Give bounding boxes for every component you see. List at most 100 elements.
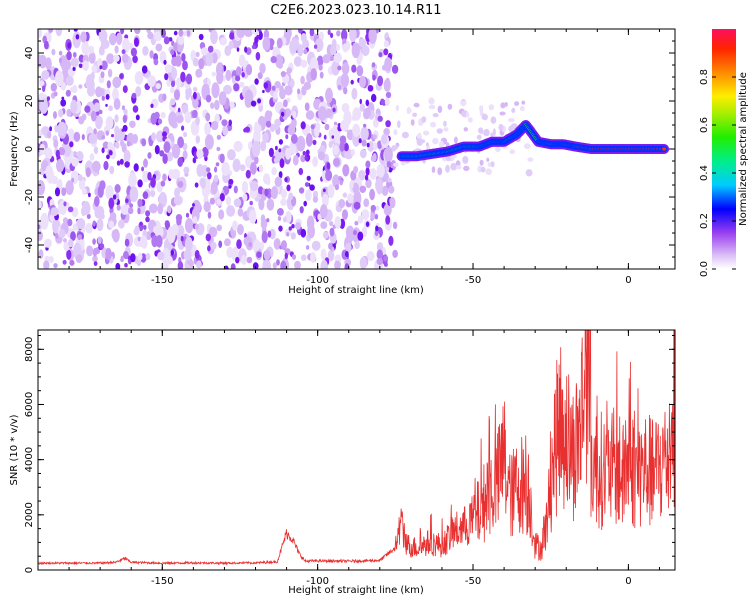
noise-speckle [78,84,83,89]
spectrogram-x-tick-label: -50 [465,275,481,286]
noise-speckle [288,226,292,231]
noise-speckle [332,145,339,155]
noise-speckle [176,77,182,88]
noise-speckle [103,160,109,171]
noise-speckle [207,245,211,252]
noise-speckle [100,71,105,79]
noise-speckle [102,141,110,149]
ridge-halo-speckle [413,102,420,108]
noise-speckle [253,239,260,252]
noise-speckle [120,29,125,35]
noise-speckle [361,209,370,221]
noise-speckle [298,44,304,52]
noise-speckle [295,222,301,230]
noise-speckle [361,139,367,147]
noise-speckle [316,55,324,67]
noise-speckle [383,262,388,267]
noise-speckle [77,234,82,240]
noise-speckle [383,40,389,48]
noise-speckle [219,153,225,164]
noise-speckle [151,235,159,248]
noise-speckle [280,111,285,117]
noise-speckle [38,92,45,101]
noise-speckle [48,29,54,33]
noise-speckle [301,85,307,96]
noise-speckle [253,156,259,165]
spectrogram-x-ticks: -150 -100 -50 0 [37,29,660,286]
noise-speckle [194,223,199,230]
noise-speckle [166,151,174,162]
noise-speckle [351,42,360,59]
noise-speckle [232,158,241,172]
noise-speckle [278,225,283,232]
noise-speckle [352,123,361,137]
colorbar-label: Normalized spectral amplitude [738,72,749,226]
noise-speckle [236,29,246,38]
snr-panel: -150 -100 -50 0 0 2000 4000 6000 8000 Height of… [9,329,676,596]
noise-speckle [279,88,286,100]
noise-speckle [135,86,142,97]
noise-speckle [98,46,105,56]
noise-speckle [258,164,264,173]
noise-speckle [323,134,327,140]
noise-speckle [334,216,342,229]
noise-speckle [65,75,74,86]
noise-speckle [167,205,172,214]
noise-speckle [377,75,384,87]
noise-speckle [358,138,362,144]
noise-speckle [123,149,131,163]
ridge-halo-speckle [485,168,493,175]
noise-speckle [332,107,336,113]
noise-speckle [282,216,287,223]
ridge-halo-speckle [428,104,436,110]
noise-speckle [153,225,159,234]
noise-speckle [59,147,63,152]
noise-speckle [127,207,134,215]
noise-speckle [207,45,214,53]
noise-speckle [114,45,119,54]
noise-speckle [223,84,232,95]
ridge-halo-speckle [465,111,470,118]
noise-speckle [147,31,154,40]
noise-speckle [296,135,306,152]
noise-speckle [150,103,154,109]
ridge-halo-speckle [521,100,526,105]
noise-speckle [364,174,369,181]
noise-speckle [215,162,220,167]
noise-speckle [94,207,101,219]
noise-speckle [157,251,165,261]
noise-speckle [192,203,195,207]
noise-speckle [314,38,324,52]
noise-speckle [244,46,248,53]
noise-speckle [147,152,152,159]
noise-speckle [177,261,184,269]
noise-speckle [310,68,317,81]
noise-speckle [164,73,169,81]
noise-speckle [41,70,50,80]
colorbar-tick-label: 0.6 [699,117,710,133]
ridge-halo-speckle [437,167,443,176]
noise-speckle [125,198,129,203]
noise-speckle [245,169,251,179]
noise-speckle [260,140,267,152]
noise-speckle [337,65,342,71]
noise-speckle [201,146,209,158]
noise-speckle [277,61,283,69]
noise-speckle [124,263,128,268]
ridge-halo-speckle [511,107,516,114]
noise-speckle [182,31,187,37]
noise-speckle [105,116,114,130]
noise-speckle [216,134,222,140]
noise-speckle [252,262,259,269]
noise-speckle [60,99,67,107]
noise-speckle [154,145,160,155]
noise-speckle [121,105,125,111]
noise-speckle [201,47,209,56]
noise-speckle [365,160,371,169]
noise-speckle [264,188,269,197]
noise-speckle [251,44,256,50]
noise-speckle [228,185,232,189]
ridge-halo-speckle [432,137,439,145]
noise-speckle [375,225,379,232]
noise-speckle [109,32,117,46]
